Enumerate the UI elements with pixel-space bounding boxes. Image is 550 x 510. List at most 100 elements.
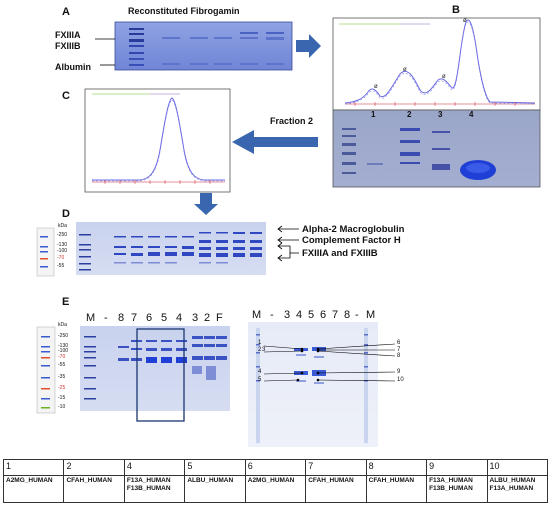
spot-label-9: 9 (397, 369, 401, 375)
panel-e-ladder-unit: kDa (58, 322, 67, 328)
panel-d-letter: D (62, 208, 70, 220)
table-cell-num: 2 (63, 459, 125, 476)
panel-d-annotation-fxiii: FXIIIA and FXIIIB (302, 248, 378, 259)
panel-e-ladder-mark-35: -35 (58, 374, 66, 380)
panel-d-ladder-mark-70: -70 (57, 255, 65, 261)
panel-a-gel (114, 21, 293, 71)
panel-b-lane-3: 3 (438, 110, 443, 119)
table-cell-proteins: A2MG_HUMAN (2, 475, 65, 503)
protein-name: F13A_HUMAN (489, 485, 534, 492)
table-cell-num: 5 (184, 459, 246, 476)
svg-text:ø: ø (403, 67, 407, 73)
panel-e-highlight-box (136, 328, 185, 422)
panel-d-ladder-mark-130: -130 (57, 242, 68, 248)
panel-e-left-lane-4: 4 (176, 312, 183, 324)
panel-b-lane-1: 1 (371, 110, 376, 119)
panel-e-left-lane-3: 3 (192, 312, 199, 324)
panel-e-left-lane-7: 7 (131, 312, 138, 324)
protein-id-table: 1 2 4 5 6 7 8 9 10 A2MG_HUMAN CFAH_HUMAN… (2, 459, 548, 503)
panel-e-ladder-mark-130: -130 (58, 343, 69, 349)
panel-e-right-lane-dash1: - (270, 309, 274, 321)
protein-name: CFAH_HUMAN (368, 477, 415, 484)
table-cell-proteins: ALBU_HUMAN F13A_HUMAN (486, 475, 548, 503)
panel-d-annotation-a2m: Alpha-2 Macroglobulin (302, 224, 405, 235)
panel-e-right-lane-7: 7 (332, 309, 339, 321)
panel-d-ladder-mark-100: -100 (57, 248, 68, 254)
panel-e-ladder (36, 326, 56, 414)
panel-a-letter: A (62, 6, 70, 18)
table-protein-row: A2MG_HUMAN CFAH_HUMAN F13A_HUMAN F13B_HUM… (2, 475, 548, 503)
panel-e-letter: E (62, 296, 70, 308)
panel-b-lane-4: 4 (469, 110, 474, 119)
table-cell-num: 7 (305, 459, 367, 476)
panel-e-ladder-mark-250: -250 (58, 333, 69, 339)
panel-e-ladder-mark-55: -55 (58, 362, 66, 368)
panel-e-left-lane-6: 6 (146, 312, 153, 324)
table-cell-proteins: CFAH_HUMAN (63, 475, 125, 503)
panel-b-letter: B (452, 4, 460, 16)
arrow-a-to-b (296, 34, 321, 58)
spot-label-4: 4 (258, 369, 262, 375)
panel-b-chromatogram: ø ø ø ø (332, 17, 541, 111)
svg-text:ø: ø (463, 18, 467, 24)
table-cell-num: 6 (244, 459, 307, 476)
panel-b-gel (332, 109, 541, 188)
panel-e-right-lane-3: 3 (284, 309, 291, 321)
protein-name: CFAH_HUMAN (308, 477, 354, 484)
panel-e-right-lane-6: 6 (320, 309, 327, 321)
panel-a-label-fxiiib: FXIIIB (55, 41, 81, 51)
panel-c-chromatogram (84, 88, 231, 193)
svg-text:ø: ø (442, 74, 446, 80)
panel-d-ladder-mark-250: -250 (57, 232, 68, 238)
spot-label-2: 2 (258, 347, 262, 353)
table-cell-num: 10 (486, 459, 548, 476)
panel-d-ladder-unit: kDa (58, 223, 67, 229)
panel-b-lane-2: 2 (407, 110, 412, 119)
panel-e-right-lane-m2: M (366, 309, 376, 321)
protein-name: ALBU_HUMAN (489, 477, 536, 484)
spot-label-6: 6 (397, 340, 401, 346)
spot-label-7: 7 (397, 347, 401, 353)
panel-e-ladder-mark-10: -10 (58, 404, 66, 410)
spot-label-1: 1 (258, 340, 262, 346)
panel-d-ladder (36, 227, 55, 277)
panel-e-left-gel (80, 326, 230, 422)
panel-e-right-lane-4: 4 (296, 309, 303, 321)
panel-a-title: Reconstituted Fibrogamin (128, 6, 240, 16)
panel-e-ladder-mark-100: -100 (58, 348, 69, 354)
panel-e-left-lane-8: 8 (118, 312, 125, 324)
panel-e-ladder-mark-15: -15 (58, 395, 66, 401)
panel-e-right-lane-m1: M (252, 309, 262, 321)
panel-c-fraction-label: Fraction 2 (270, 116, 314, 126)
arrow-c-to-d (194, 193, 218, 215)
table-cell-proteins: F13A_HUMAN F13B_HUMAN (123, 475, 186, 503)
panel-d-arrows (277, 225, 299, 262)
panel-c-letter: C (62, 90, 70, 102)
panel-e-right-gel (248, 322, 396, 447)
table-cell-proteins: CFAH_HUMAN (365, 475, 428, 503)
panel-d-ladder-mark-55: -55 (57, 263, 65, 269)
protein-name: F13A_HUMAN (126, 477, 171, 484)
table-cell-proteins: CFAH_HUMAN (305, 475, 367, 503)
panel-e-right-lane-dash2: - (355, 309, 359, 321)
table-cell-num: 9 (426, 459, 488, 476)
protein-name: F13B_HUMAN (429, 485, 473, 492)
spot-label-10: 10 (397, 377, 404, 383)
panel-e-right-lane-5: 5 (308, 309, 315, 321)
table-cell-proteins: A2MG_HUMAN (244, 475, 307, 503)
protein-name: ALBU_HUMAN (187, 477, 234, 484)
arrow-b-to-c (232, 130, 318, 154)
panel-a-label-fxiiia: FXIIIA (55, 30, 81, 40)
panel-e-ladder-mark-25: -25 (58, 385, 66, 391)
panel-d-gel (76, 222, 266, 275)
panel-e-left-lane-f: F (216, 312, 223, 324)
protein-name: F13A_HUMAN (429, 477, 473, 484)
protein-name: CFAH_HUMAN (66, 477, 112, 484)
panel-e-right-lane-8: 8 (344, 309, 351, 321)
table-cell-num: 8 (365, 459, 428, 476)
panel-e-left-lane-dash: - (104, 312, 108, 324)
panel-e-left-lane-m: M (86, 312, 96, 324)
panel-e-left-lane-5: 5 (161, 312, 168, 324)
protein-name: A2MG_HUMAN (6, 477, 53, 484)
